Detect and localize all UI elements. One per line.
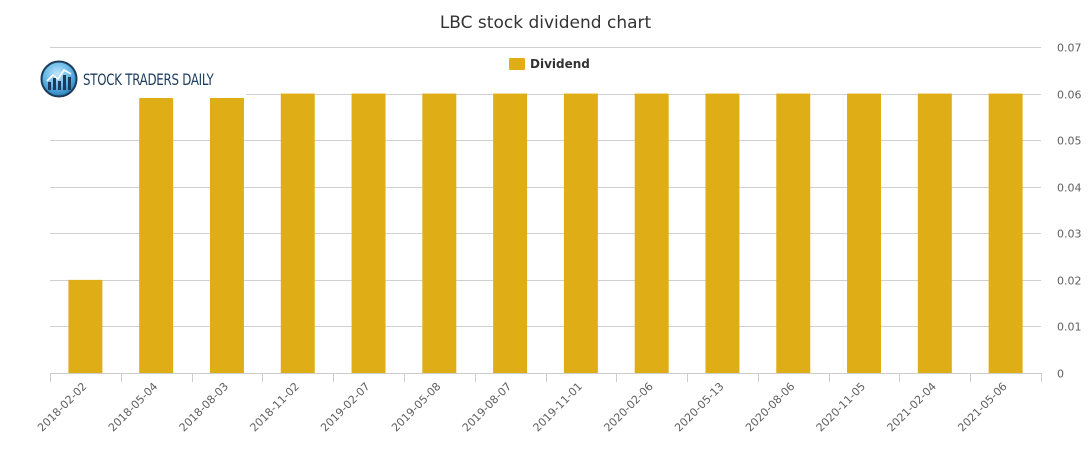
bar-dividend[interactable] xyxy=(705,93,740,373)
y-tick-label: 0.02 xyxy=(1057,275,1082,288)
x-tick-label: 2018-05-04 xyxy=(106,380,160,434)
y-tick-label: 0.03 xyxy=(1057,228,1082,241)
brand-logo: STOCK TRADERS DAILY xyxy=(40,60,247,98)
x-tick-label: 2021-02-04 xyxy=(885,380,939,434)
bar-series-dividend xyxy=(68,93,1023,373)
bar-dividend[interactable] xyxy=(493,93,528,373)
x-axis-tick-labels: 2018-02-02 2018-05-04 2018-08-03 2018-11-02… xyxy=(35,380,1010,434)
bar-dividend[interactable] xyxy=(139,93,174,373)
x-tick-label: 2018-11-02 xyxy=(248,380,302,434)
bar-dividend[interactable] xyxy=(209,93,244,373)
y-tick-label: 0.01 xyxy=(1057,321,1082,334)
bar-dividend[interactable] xyxy=(917,93,952,373)
bar-chart-globe-icon xyxy=(40,60,78,98)
bar-dividend[interactable] xyxy=(634,93,669,373)
y-tick-label: 0.06 xyxy=(1057,89,1082,102)
x-tick-label: 2020-05-13 xyxy=(672,380,726,434)
bar-dividend[interactable] xyxy=(847,93,882,373)
bar-dividend[interactable] xyxy=(68,279,103,373)
x-tick-label: 2020-11-05 xyxy=(814,380,868,434)
y-tick-label: 0.07 xyxy=(1057,42,1082,55)
bar-dividend[interactable] xyxy=(563,93,598,373)
y-axis-tick-labels: 0 0.01 0.02 0.03 0.04 0.05 0.06 0.07 xyxy=(1057,42,1082,381)
y-tick-label: 0 xyxy=(1057,368,1064,381)
x-axis xyxy=(50,373,1042,382)
chart-title: LBC stock dividend chart xyxy=(439,13,652,33)
brand-name: STOCK TRADERS DAILY xyxy=(83,69,214,89)
y-tick-label: 0.04 xyxy=(1057,182,1082,195)
bar-dividend[interactable] xyxy=(988,93,1023,373)
x-tick-label: 2020-02-06 xyxy=(601,380,655,434)
x-tick-label: 2019-08-07 xyxy=(460,380,514,434)
legend-label-dividend: Dividend xyxy=(530,57,590,71)
legend[interactable]: Dividend xyxy=(509,56,590,72)
x-tick-label: 2021-05-06 xyxy=(955,380,1009,434)
x-tick-label: 2019-02-07 xyxy=(318,380,372,434)
x-tick-label: 2019-05-08 xyxy=(389,380,443,434)
y-tick-label: 0.05 xyxy=(1057,135,1082,148)
x-tick-label: 2018-08-03 xyxy=(177,380,231,434)
x-tick-label: 2020-08-06 xyxy=(743,380,797,434)
x-tick-label: 2018-02-02 xyxy=(35,380,89,434)
bar-dividend[interactable] xyxy=(280,93,315,373)
x-tick-label: 2019-11-01 xyxy=(531,380,585,434)
bar-dividend[interactable] xyxy=(351,93,386,373)
legend-swatch-dividend xyxy=(509,58,525,70)
bar-dividend[interactable] xyxy=(422,93,457,373)
bar-dividend[interactable] xyxy=(776,93,811,373)
